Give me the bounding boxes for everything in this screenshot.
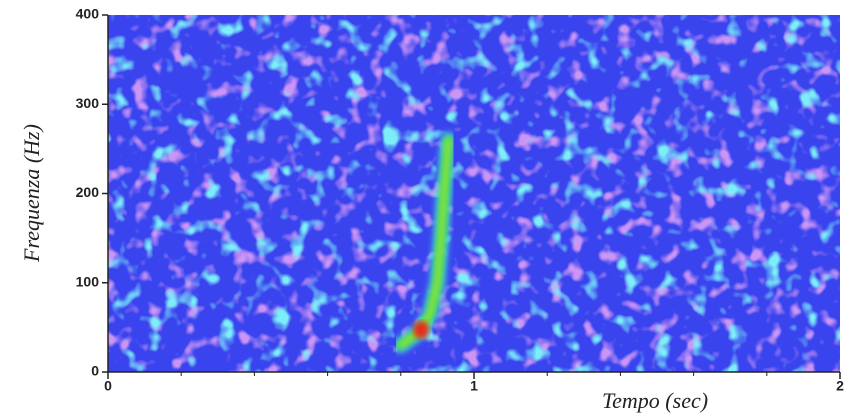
x-tick-label: 1 — [470, 378, 478, 394]
y-axis-label: Frequenza (Hz) — [19, 124, 44, 263]
spectrogram-background — [108, 15, 840, 372]
y-tick-label: 300 — [76, 95, 100, 111]
x-tick-label: 0 — [104, 378, 112, 394]
x-axis-label: Tempo (sec) — [602, 388, 708, 413]
x-tick-label: 2 — [836, 378, 844, 394]
y-tick-label: 100 — [76, 273, 100, 289]
y-tick-label: 0 — [91, 363, 99, 379]
y-tick-label: 200 — [76, 184, 100, 200]
track-peak — [413, 320, 430, 339]
y-tick-label: 400 — [76, 6, 100, 22]
